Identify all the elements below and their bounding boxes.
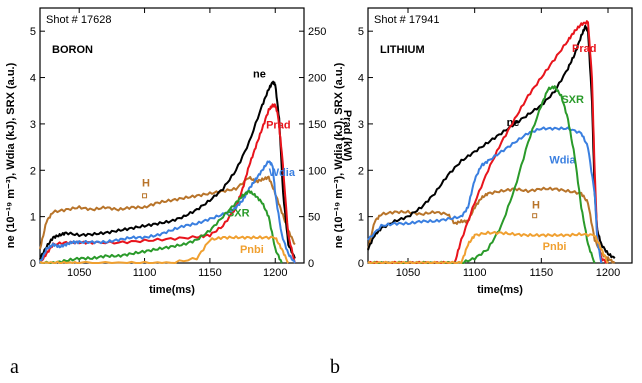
y-right-tick-label: 0 bbox=[308, 258, 314, 270]
shot-label: Shot # 17941 bbox=[374, 14, 439, 26]
material-label: LITHIUM bbox=[380, 44, 425, 56]
y-tick-label: 1 bbox=[30, 212, 36, 224]
y-right-tick-label: 250 bbox=[308, 26, 326, 38]
y-tick-label: 4 bbox=[358, 73, 364, 85]
series-line-sxr bbox=[367, 85, 596, 264]
series-line-ne bbox=[39, 80, 296, 260]
series-label-pnbi: Pnbi bbox=[240, 244, 264, 256]
series-line-prad bbox=[39, 103, 296, 264]
series-line-h bbox=[367, 186, 616, 264]
y-right-tick-label: 150 bbox=[308, 119, 326, 131]
series-label-pnbi: Pnbi bbox=[543, 241, 567, 253]
series-marker-h bbox=[142, 193, 148, 199]
series-line-wdia bbox=[39, 160, 296, 264]
y-axis-label: ne (10⁻¹⁹ m⁻³), Wdia (kJ), SRX (a.u.) bbox=[333, 62, 345, 248]
y-tick-label: 0 bbox=[358, 258, 364, 270]
y-right-tick-label: 50 bbox=[308, 212, 320, 224]
series-label-sxr: SXR bbox=[561, 94, 584, 106]
y-tick-label: 1 bbox=[358, 212, 364, 224]
series-label-ne: ne bbox=[253, 69, 266, 81]
plot-frame bbox=[367, 7, 633, 264]
series-label-prad: Prad bbox=[572, 43, 596, 55]
x-tick-label: 1150 bbox=[198, 267, 222, 279]
x-axis-label: time(ms) bbox=[149, 284, 195, 296]
series-label-wdia: Wdia bbox=[269, 167, 296, 179]
x-tick-label: 1100 bbox=[463, 267, 487, 279]
series-label-h: H bbox=[532, 199, 540, 211]
y-tick-label: 0 bbox=[30, 258, 36, 270]
y-tick-label: 3 bbox=[358, 119, 364, 131]
x-tick-label: 1200 bbox=[263, 267, 287, 279]
series-marker-h bbox=[532, 213, 538, 219]
series-label-wdia: Wdia bbox=[549, 154, 576, 166]
chart-panel-1: 1050 1100 1150 1200 0 1 2 3 4 5 time(ms) ne (10⁻¹⁹ … bbox=[333, 7, 633, 296]
x-tick-label: 1050 bbox=[67, 267, 91, 279]
y-tick-label: 4 bbox=[30, 73, 36, 85]
chart-panel-0: 1050 1100 1150 1200012345050100150200250Pra… bbox=[5, 7, 353, 296]
y-tick-label: 2 bbox=[30, 165, 36, 177]
y-right-axis-label: Prad (kW) bbox=[341, 110, 353, 162]
y-axis-label: ne (10⁻¹⁹ m⁻³), Wdia (kJ), SRX (a.u.) bbox=[5, 62, 17, 248]
series-line-sxr bbox=[39, 189, 283, 264]
y-tick-label: 2 bbox=[358, 165, 364, 177]
y-tick-label: 3 bbox=[30, 119, 36, 131]
series-label-sxr: SXR bbox=[227, 208, 250, 220]
series-label-prad: Prad bbox=[266, 120, 290, 132]
series-line-wdia bbox=[367, 126, 603, 264]
y-tick-label: 5 bbox=[30, 26, 36, 38]
y-tick-label: 5 bbox=[358, 26, 364, 38]
series-line-pnbi bbox=[39, 235, 290, 264]
y-right-tick-label: 100 bbox=[308, 165, 326, 177]
x-tick-label: 1100 bbox=[133, 267, 157, 279]
x-tick-label: 1200 bbox=[596, 267, 620, 279]
series-line-pnbi bbox=[367, 230, 609, 264]
series-label-h: H bbox=[142, 178, 150, 190]
series-line-h bbox=[39, 175, 296, 250]
x-axis-label: time(ms) bbox=[477, 284, 523, 296]
panel-label-a: a bbox=[10, 356, 19, 378]
y-right-tick-label: 200 bbox=[308, 73, 326, 85]
x-tick-label: 1150 bbox=[530, 267, 554, 279]
x-tick-label: 1050 bbox=[396, 267, 420, 279]
panel-label-b: b bbox=[330, 356, 340, 378]
shot-label: Shot # 17628 bbox=[46, 14, 111, 26]
material-label: BORON bbox=[52, 44, 93, 56]
